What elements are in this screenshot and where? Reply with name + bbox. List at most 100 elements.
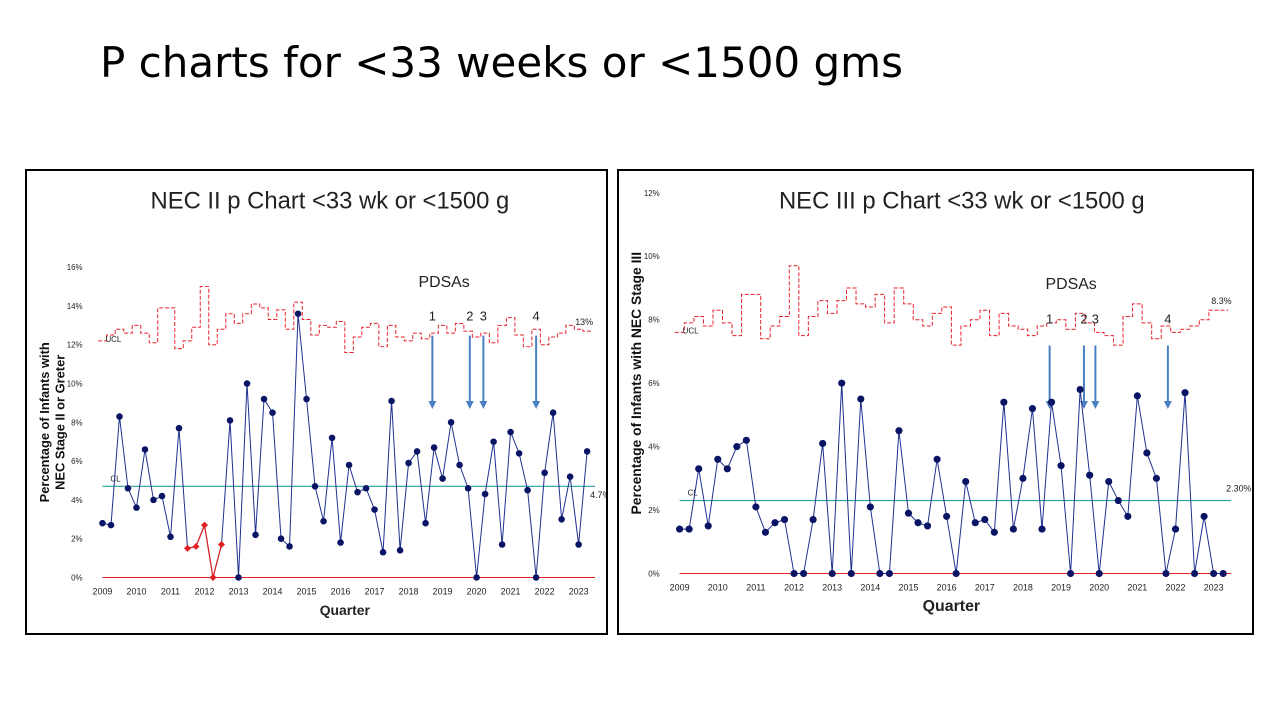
data-point — [371, 506, 378, 513]
y-tick-label: 2% — [71, 535, 82, 544]
data-point — [933, 455, 941, 463]
cl-end-label: 2.30% — [1226, 484, 1251, 494]
highlighted-point — [192, 542, 200, 550]
data-point — [116, 413, 123, 420]
data-point — [790, 569, 798, 578]
data-point — [676, 525, 684, 533]
x-tick-label: 2013 — [229, 586, 249, 596]
nec-iii-chart: NEC III p Chart <33 wk or <1500 g 0% 2% 4% 6… — [628, 188, 1252, 615]
data-point — [558, 516, 565, 523]
data-point — [320, 517, 327, 525]
data-point — [286, 543, 293, 550]
data-point — [800, 569, 808, 578]
highlighted-point — [218, 541, 225, 548]
x-tick-label: 2015 — [899, 582, 919, 592]
chart-title: NEC III p Chart <33 wk or <1500 g — [779, 188, 1145, 215]
data-point — [1124, 512, 1132, 520]
data-point — [1095, 569, 1103, 578]
data-point — [167, 533, 174, 541]
data-point — [303, 395, 310, 403]
data-point — [1152, 474, 1161, 482]
data-point — [780, 516, 789, 524]
y-tick-label: 2% — [648, 506, 659, 515]
data-point — [337, 539, 344, 546]
data-point — [771, 519, 779, 527]
data-point — [819, 439, 827, 448]
x-tick-label: 2022 — [535, 586, 555, 596]
x-tick-label: 2019 — [1051, 582, 1071, 592]
cl-label: CL — [688, 489, 699, 498]
y-tick-label: 16% — [67, 263, 83, 272]
data-point — [328, 434, 336, 442]
pdsa-number: 3 — [1092, 312, 1099, 327]
data-point — [885, 569, 893, 578]
data-point — [362, 484, 370, 492]
nec-ii-chart: NEC II p Chart <33 wk or <1500 g 0% 2% 4% 6%… — [37, 188, 606, 618]
data-point — [1000, 398, 1008, 406]
data-point — [524, 486, 531, 494]
data-point — [943, 512, 951, 520]
data-point — [235, 574, 242, 581]
data-point — [405, 459, 412, 467]
data-point — [695, 465, 703, 473]
data-point — [396, 547, 404, 554]
chart-title: NEC II p Chart <33 wk or <1500 g — [151, 188, 510, 215]
data-point — [575, 541, 582, 548]
data-point — [1067, 569, 1075, 578]
data-point — [752, 503, 760, 511]
data-point — [379, 548, 387, 556]
y-axis-label-line: Percentage of Infants with NEC Stage III — [628, 252, 644, 515]
y-tick-label: 0% — [648, 569, 659, 578]
pdsa-number: 4 — [1164, 312, 1171, 327]
data-point — [1019, 474, 1027, 482]
data-point — [828, 569, 836, 578]
data-point — [761, 528, 770, 536]
data-point — [490, 438, 497, 445]
pdsa-number: 4 — [533, 309, 540, 324]
data-point — [124, 484, 132, 492]
data-point — [583, 448, 591, 455]
pdsa-number: 3 — [480, 309, 487, 324]
data-point — [723, 465, 731, 473]
chart-panel-nec-iii: NEC III p Chart <33 wk or <1500 g 0% 2% 4% 6… — [617, 169, 1254, 635]
data-point — [742, 436, 750, 444]
data-point — [1076, 385, 1084, 394]
y-tick-label: 4% — [648, 443, 659, 452]
x-axis-label: Quarter — [923, 598, 980, 615]
data-point — [498, 541, 506, 548]
data-point — [422, 519, 429, 527]
x-tick-label: 2010 — [127, 586, 147, 596]
ucl-line — [674, 265, 1229, 346]
data-point — [354, 488, 361, 496]
highlighted-point — [209, 574, 217, 581]
x-tick-label: 2022 — [1166, 582, 1186, 592]
data-point — [1009, 525, 1017, 533]
x-tick-label: 2014 — [860, 582, 880, 592]
x-tick-label: 2014 — [263, 586, 283, 596]
data-point — [962, 477, 970, 486]
data-point — [158, 492, 166, 500]
data-point — [876, 569, 884, 578]
data-point — [1057, 462, 1065, 470]
x-tick-label: 2009 — [670, 582, 690, 592]
chart-panel-nec-ii: NEC II p Chart <33 wk or <1500 g 0% 2% 4% 6%… — [25, 169, 608, 635]
data-point — [914, 519, 922, 527]
data-point — [107, 521, 115, 529]
x-tick-label: 2016 — [937, 582, 957, 592]
data-point — [277, 535, 285, 542]
y-tick-label: 0% — [71, 573, 82, 582]
x-tick-label: 2017 — [365, 586, 385, 596]
data-point — [1038, 525, 1046, 533]
y-tick-label: 6% — [71, 457, 82, 466]
y-tick-label: 4% — [71, 496, 82, 505]
pdsa-arrowhead — [532, 401, 541, 409]
pdsa-number: 2 — [1080, 312, 1087, 327]
data-line — [679, 383, 1224, 575]
data-point — [733, 443, 741, 451]
data-point — [175, 424, 183, 432]
data-point — [971, 519, 979, 527]
data-point — [990, 528, 998, 536]
x-tick-label: 2023 — [569, 586, 589, 596]
data-point — [464, 484, 472, 492]
data-point — [388, 397, 395, 405]
